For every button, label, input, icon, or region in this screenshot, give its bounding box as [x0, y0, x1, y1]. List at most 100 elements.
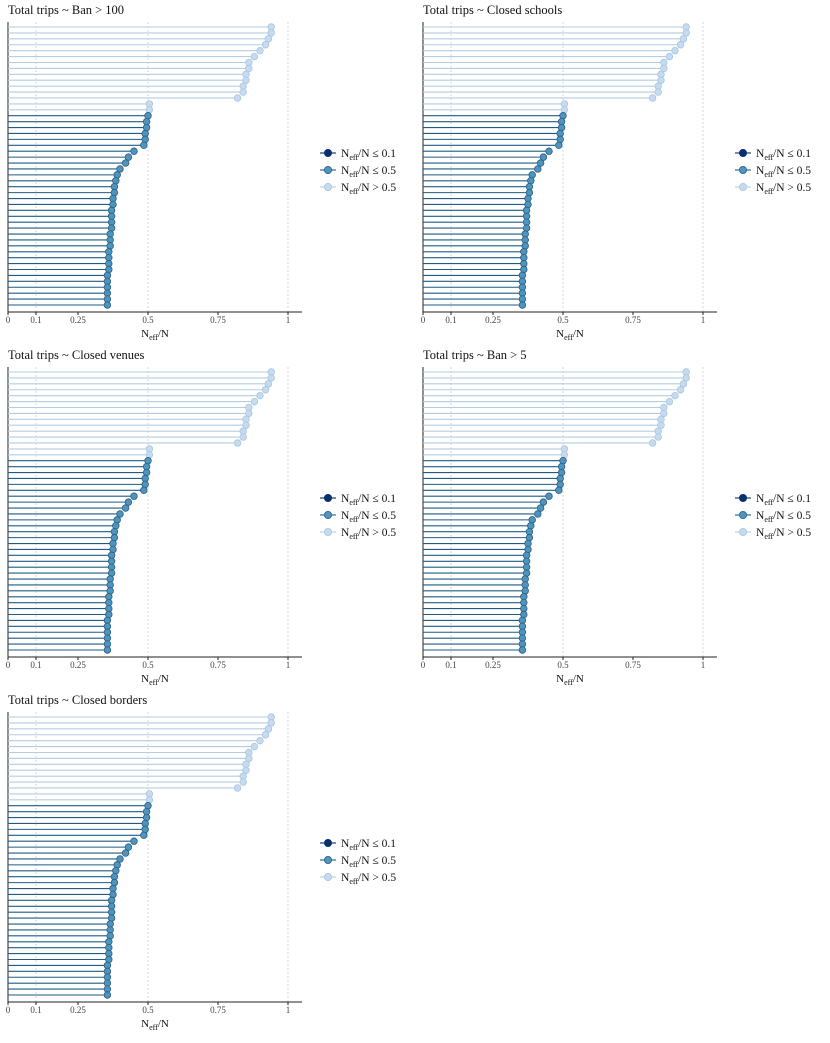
point [250, 742, 259, 751]
point [556, 480, 564, 489]
x-axis-label-rest: /N [158, 328, 169, 340]
legend-label-sub: eff [349, 170, 358, 179]
point [660, 64, 668, 73]
legend-symbol [323, 493, 332, 502]
point [107, 569, 116, 577]
legend-label: Neff/N > 0.5 [756, 527, 811, 541]
x-tick-label: 0.1 [30, 660, 41, 670]
point [267, 719, 275, 727]
point [109, 890, 117, 899]
point [556, 135, 564, 144]
panel-title: Total trips ~ Ban > 5 [423, 348, 527, 362]
point [527, 177, 535, 185]
legend-label: Neff/N ≤ 0.5 [341, 510, 396, 524]
point [113, 516, 121, 524]
point [559, 457, 567, 465]
point [555, 141, 563, 149]
legend-label-sub: eff [349, 843, 358, 852]
point [106, 932, 114, 940]
x-tick-label: 0.5 [557, 660, 569, 670]
point [665, 52, 674, 61]
legend-label-base: N [756, 493, 765, 505]
x-tick-label: 0.75 [625, 315, 641, 325]
point [560, 451, 569, 459]
point [103, 301, 112, 309]
point [534, 165, 542, 173]
legend-label-base: N [341, 510, 350, 522]
legend-symbol [323, 510, 332, 519]
point [676, 386, 685, 394]
x-axis-label-base: N [556, 673, 564, 685]
x-axis-label: Neff/N [141, 1018, 169, 1032]
point [555, 486, 563, 494]
legend-label-rest: /N ≤ 0.5 [358, 855, 396, 867]
x-axis-label-sub: eff [564, 678, 573, 687]
point [245, 64, 253, 73]
legend-label-sub: eff [764, 187, 773, 196]
x-tick-label: 0.75 [210, 1005, 226, 1015]
point [264, 380, 273, 388]
legend-label-base: N [341, 838, 350, 850]
legend-label-base: N [341, 148, 350, 160]
point [110, 188, 119, 197]
point [141, 135, 149, 144]
point [671, 46, 679, 55]
legend-label: Neff/N ≤ 0.1 [341, 148, 396, 162]
legend-label-sub: eff [349, 877, 358, 886]
point [267, 29, 275, 37]
x-tick-label: 0.5 [142, 660, 154, 670]
point [539, 498, 548, 506]
point [545, 147, 553, 155]
point [256, 391, 264, 400]
x-tick-label: 1 [701, 315, 706, 325]
legend-label: Neff/N ≤ 0.5 [756, 510, 811, 524]
x-tick-label: 0 [6, 315, 11, 325]
legend-label-sub: eff [349, 153, 358, 162]
point [250, 52, 259, 61]
point [654, 433, 662, 441]
point [130, 837, 138, 845]
legend-label-rest: /N ≤ 0.1 [358, 838, 396, 850]
legend-symbol [738, 165, 747, 174]
x-tick-label: 0.25 [485, 315, 501, 325]
panel: Total trips ~ Closed venues 0 0.1 0.25 0.5 0.… [6, 348, 397, 687]
x-tick-label: 0.25 [485, 660, 501, 670]
point [140, 141, 148, 149]
x-axis-label-rest: /N [158, 1018, 169, 1030]
legend-label-rest: /N ≤ 0.1 [358, 148, 396, 160]
point [239, 778, 247, 786]
x-tick-label: 0 [6, 1005, 11, 1015]
legend-label-base: N [756, 510, 765, 522]
x-axis-label-sub: eff [149, 678, 158, 687]
x-axis-label-sub: eff [564, 333, 573, 342]
point [518, 646, 527, 654]
x-tick-label: 0.1 [445, 315, 456, 325]
point [527, 522, 535, 530]
point [233, 784, 242, 792]
legend-symbol [738, 493, 747, 502]
legend-symbol [738, 148, 747, 157]
legend-label-base: N [756, 182, 765, 194]
x-tick-label: 0.5 [142, 315, 154, 325]
x-axis-label: Neff/N [556, 328, 584, 342]
point [116, 510, 124, 518]
point [250, 397, 259, 406]
point [144, 457, 152, 465]
point [679, 35, 688, 43]
x-axis-label-rest: /N [158, 673, 169, 685]
legend-label-sub: eff [349, 532, 358, 541]
point [142, 813, 151, 822]
point [679, 380, 688, 388]
x-axis-label-base: N [141, 328, 149, 340]
point [524, 200, 532, 209]
legend-label-rest: /N ≤ 0.1 [773, 148, 811, 160]
point [130, 147, 138, 155]
legend-label-sub: eff [349, 515, 358, 524]
panel: Total trips ~ Ban > 5 0 0.1 0.25 0.5 0.75 1 Nef… [421, 348, 812, 687]
point [145, 451, 154, 459]
panel: Total trips ~ Ban > 100 0 0.1 0.25 0.5 0.75 1 N… [6, 3, 397, 342]
point [264, 35, 273, 43]
point [261, 386, 270, 394]
legend-label-rest: /N ≤ 0.5 [358, 165, 396, 177]
legend-label-sub: eff [349, 498, 358, 507]
